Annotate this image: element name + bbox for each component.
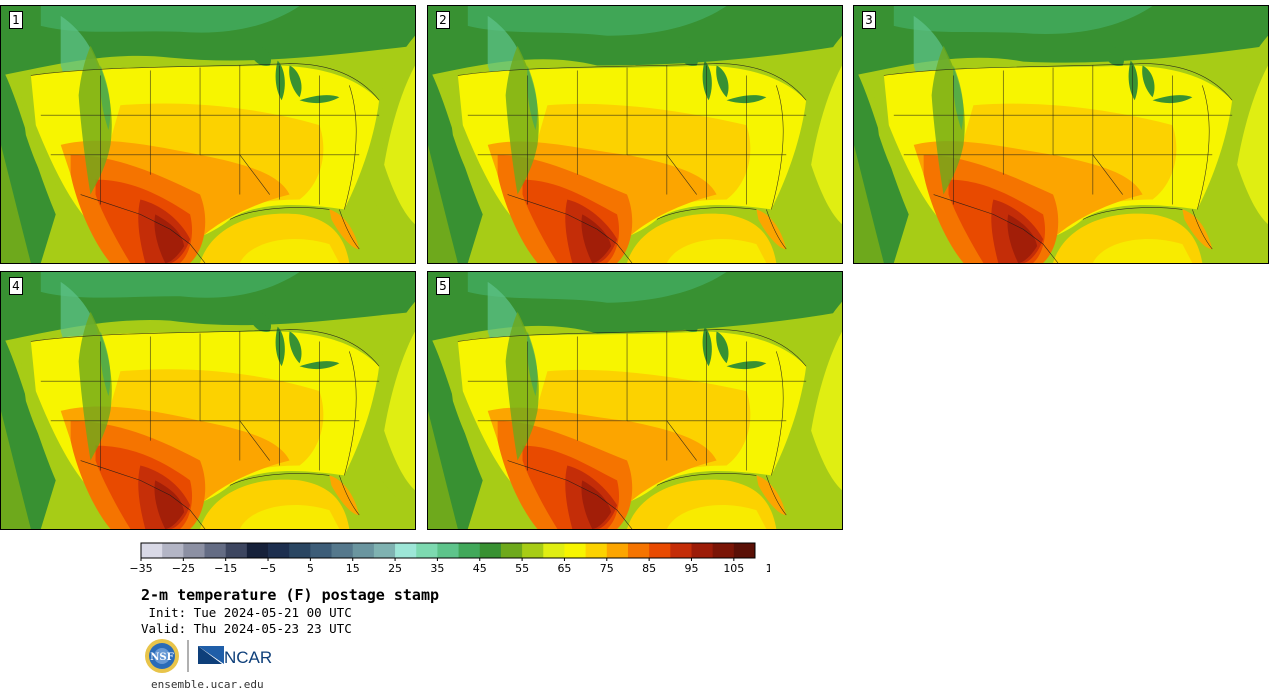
page-title: 2-m temperature (F) postage stamp	[141, 586, 440, 604]
colorbar-frame	[140, 542, 756, 559]
colorbar-tick-label: 65	[557, 562, 571, 575]
colorbar-swatch	[733, 543, 756, 558]
colorbar-swatch	[310, 543, 332, 558]
colorbar-swatch	[373, 543, 396, 558]
colorbar-swatch	[162, 543, 184, 558]
colorbar-swatch	[183, 543, 205, 558]
colorbar-tick-label: 35	[430, 562, 444, 575]
colorbar-swatch	[458, 543, 481, 558]
colorbar-tick-label: 95	[684, 562, 698, 575]
colorbar-swatch	[289, 543, 311, 558]
colorbar-swatch	[141, 543, 163, 558]
logos: NSF NCAR	[144, 638, 276, 674]
colorbar-swatch	[585, 543, 608, 558]
colorbar-swatch	[712, 543, 735, 558]
forecast-panel-2[interactable]: 2	[427, 5, 843, 264]
colorbar-swatch	[225, 543, 248, 558]
colorbar-tick-label: −5	[260, 562, 276, 575]
temperature-colorbar: −35 −25 −15 −5 5 15 25 35 45 55 65 75 85 95 105 115	[130, 542, 770, 575]
colorbar-swatch	[564, 543, 587, 558]
colorbar-tick-label: 5	[307, 562, 314, 575]
temperature-map	[428, 6, 842, 263]
colorbar-swatch	[352, 543, 375, 558]
colorbar-swatch	[543, 543, 565, 558]
colorbar-tick-label: −35	[130, 562, 153, 575]
colorbar-swatch	[670, 543, 692, 558]
colorbar-tick-label: 15	[346, 562, 360, 575]
colorbar-swatch	[691, 543, 714, 558]
colorbar-tick-label: −15	[214, 562, 237, 575]
colorbar-swatch	[522, 543, 544, 558]
colorbar-tick-label: 115	[766, 562, 770, 575]
colorbar-tick-label: −25	[172, 562, 195, 575]
colorbar-tick-label: 75	[600, 562, 614, 575]
colorbar-tick-label: 85	[642, 562, 656, 575]
temperature-map	[1, 272, 415, 529]
panel-number-label: 3	[862, 11, 876, 29]
colorbar-swatch	[627, 543, 650, 558]
panel-number-label: 5	[436, 277, 450, 295]
colorbar-swatch	[331, 543, 354, 558]
ncar-logo-text: NCAR	[224, 648, 272, 667]
nsf-logo-text: NSF	[150, 652, 173, 663]
forecast-panel-5[interactable]: 5	[427, 271, 843, 530]
forecast-panel-3[interactable]: 3	[853, 5, 1269, 264]
panel-number-label: 1	[9, 11, 23, 29]
colorbar-swatch	[606, 543, 629, 558]
caption-block: 2-m temperature (F) postage stamp Init: …	[141, 586, 439, 637]
temperature-map	[1, 6, 415, 263]
panel-number-label: 4	[9, 277, 23, 295]
colorbar-swatch	[204, 543, 227, 558]
panel-number-label: 2	[436, 11, 450, 29]
colorbar-swatch	[395, 543, 417, 558]
colorbar-tick-label: 25	[388, 562, 402, 575]
forecast-panel-4[interactable]: 4	[0, 271, 416, 530]
colorbar-swatch	[500, 543, 523, 558]
colorbar-swatch	[268, 543, 290, 558]
colorbar-swatch	[416, 543, 438, 558]
forecast-panel-1[interactable]: 1	[0, 5, 416, 264]
website-link[interactable]: ensemble.ucar.edu	[151, 678, 264, 691]
colorbar-tick-label: 55	[515, 562, 529, 575]
temperature-map	[854, 6, 1268, 263]
colorbar-swatch	[437, 543, 459, 558]
colorbar-swatch	[246, 543, 269, 558]
ncar-logo-icon: NCAR	[198, 646, 272, 667]
nsf-logo-icon: NSF	[145, 639, 179, 673]
colorbar-swatch	[649, 543, 671, 558]
init-time: Init: Tue 2024-05-21 00 UTC	[141, 605, 352, 620]
temperature-map	[428, 272, 842, 529]
colorbar-tick-label: 105	[723, 562, 744, 575]
colorbar-swatch	[479, 543, 502, 558]
valid-time: Valid: Thu 2024-05-23 23 UTC	[141, 621, 352, 636]
colorbar-tick-label: 45	[473, 562, 487, 575]
